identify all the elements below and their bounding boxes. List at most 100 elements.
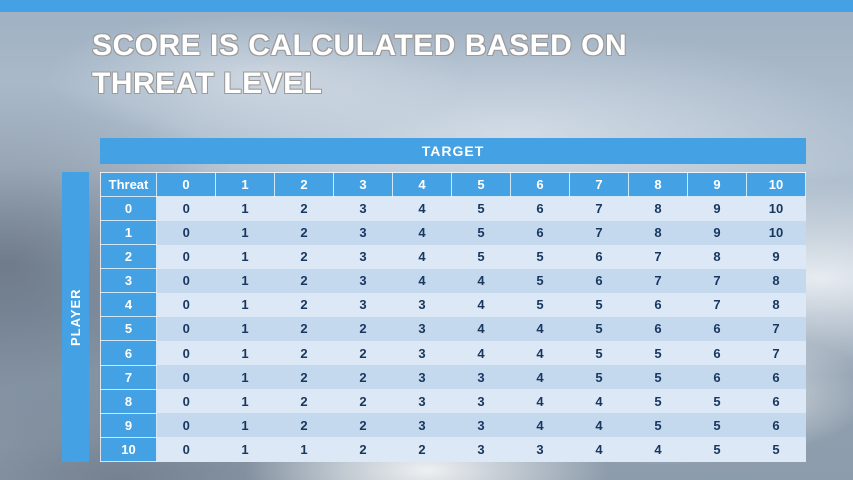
score-cell: 9: [687, 220, 747, 245]
score-cell: 2: [333, 437, 393, 462]
score-cell: 5: [569, 316, 629, 341]
target-value-header: 2: [274, 172, 334, 197]
score-cell: 2: [333, 413, 393, 438]
threat-row-header: 4: [100, 292, 157, 318]
score-cell: 8: [687, 244, 747, 269]
score-cell: 3: [451, 389, 511, 414]
score-cell: 5: [687, 413, 747, 438]
threat-row-header: 5: [100, 316, 157, 342]
score-cell: 6: [687, 340, 747, 366]
score-cell: 5: [569, 365, 629, 390]
score-cell: 1: [215, 316, 275, 341]
score-cell: 9: [746, 244, 806, 269]
score-cell: 5: [746, 437, 806, 462]
score-cell: 5: [569, 340, 629, 366]
score-cell: 8: [746, 292, 806, 317]
table-row: 1 0 1 2 3 4 5 6 7 8 9 10: [100, 220, 806, 246]
score-cell: 6: [746, 413, 806, 438]
score-cell: 4: [392, 196, 452, 221]
score-cell: 3: [333, 196, 393, 221]
page-title: SCORE IS CALCULATED BASED ON THREAT LEVE…: [92, 27, 812, 102]
header-row: Threat 0 1 2 3 4 5 6 7 8 9 10: [100, 172, 806, 197]
score-cell: 2: [392, 437, 452, 462]
score-cell: 2: [274, 316, 334, 341]
score-cell: 3: [392, 316, 452, 341]
score-cell: 0: [156, 389, 216, 414]
score-cell: 6: [687, 316, 747, 341]
score-cell: 5: [510, 292, 570, 317]
score-cell: 6: [569, 244, 629, 269]
threat-column-header: Threat: [100, 172, 157, 197]
score-cell: 7: [569, 196, 629, 221]
threat-row-header: 3: [100, 268, 157, 294]
score-cell: 5: [451, 196, 511, 221]
score-cell: 2: [333, 340, 393, 366]
score-cell: 7: [746, 316, 806, 341]
table-row: 0 0 1 2 3 4 5 6 7 8 9 10: [100, 195, 806, 222]
threat-row-header: 10: [100, 436, 157, 463]
score-cell: 0: [156, 268, 216, 293]
score-cell: 0: [156, 292, 216, 317]
score-cell: 2: [274, 196, 334, 221]
score-cell: 4: [451, 292, 511, 317]
score-cell: 2: [274, 389, 334, 414]
score-cell: 1: [215, 437, 275, 462]
score-cell: 5: [628, 413, 688, 438]
page-title-line2: THREAT LEVEL: [92, 66, 323, 100]
target-axis-label: TARGET: [100, 138, 806, 164]
score-cell: 0: [156, 196, 216, 221]
score-cell: 3: [392, 340, 452, 366]
score-cell: 3: [333, 220, 393, 245]
score-table: Threat 0 1 2 3 4 5 6 7 8 9 10 0 0 1 2 3 4 5 6 7 8 9 10 1 0 1 2 3 4 5 6…: [100, 172, 806, 463]
score-cell: 3: [451, 413, 511, 438]
score-cell: 7: [628, 268, 688, 293]
score-cell: 2: [274, 244, 334, 269]
score-cell: 1: [215, 292, 275, 317]
score-cell: 6: [628, 316, 688, 341]
target-value-header: 5: [451, 172, 511, 197]
score-cell: 2: [274, 413, 334, 438]
score-cell: 3: [333, 244, 393, 269]
score-cell: 1: [215, 196, 275, 221]
score-cell: 0: [156, 365, 216, 390]
score-cell: 5: [510, 268, 570, 293]
score-cell: 5: [451, 244, 511, 269]
target-axis-label-text: TARGET: [421, 143, 485, 159]
player-axis-label-text: PLAYER: [68, 288, 83, 346]
score-cell: 5: [510, 244, 570, 269]
score-cell: 7: [628, 244, 688, 269]
score-cell: 1: [215, 413, 275, 438]
score-cell: 4: [451, 316, 511, 341]
score-cell: 6: [510, 196, 570, 221]
score-cell: 5: [687, 437, 747, 462]
score-cell: 10: [746, 220, 806, 245]
score-cell: 8: [628, 196, 688, 221]
target-value-header: 1: [215, 172, 275, 197]
score-cell: 4: [510, 413, 570, 438]
page-title-line1: SCORE IS CALCULATED BASED ON: [92, 29, 628, 62]
score-cell: 2: [333, 389, 393, 414]
score-cell: 4: [451, 340, 511, 366]
threat-row-header: 8: [100, 388, 157, 414]
score-cell: 9: [687, 196, 747, 221]
score-cell: 1: [215, 389, 275, 414]
score-cell: 5: [687, 389, 747, 414]
score-cell: 4: [392, 244, 452, 269]
threat-row-header: 2: [100, 244, 157, 270]
score-cell: 4: [392, 220, 452, 245]
target-value-header: 3: [333, 172, 393, 197]
score-cell: 5: [628, 340, 688, 366]
score-cell: 3: [392, 389, 452, 414]
score-cell: 4: [569, 437, 629, 462]
score-cell: 4: [628, 437, 688, 462]
score-cell: 8: [628, 220, 688, 245]
threat-row-header: 7: [100, 364, 157, 390]
score-table-container: Threat 0 1 2 3 4 5 6 7 8 9 10 0 0 1 2 3 4 5 6 7 8 9 10 1 0 1 2 3 4 5 6…: [100, 172, 806, 463]
score-cell: 0: [156, 316, 216, 341]
threat-row-header: 0: [100, 195, 157, 222]
score-cell: 4: [569, 413, 629, 438]
